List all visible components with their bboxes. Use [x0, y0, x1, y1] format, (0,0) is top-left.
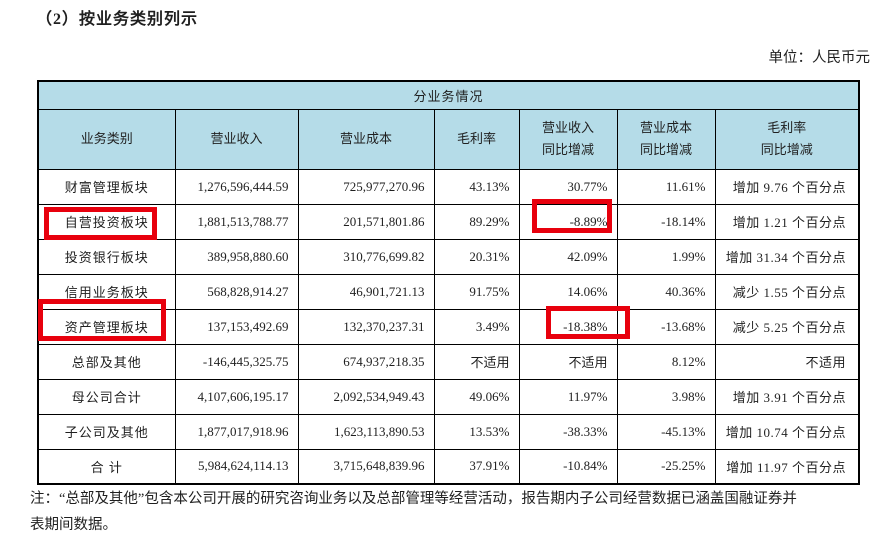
table-cell: 14.06% [518, 273, 618, 310]
table-cell: -38.33% [518, 413, 618, 450]
table-cell: -25.25% [616, 448, 716, 485]
column-header: 毛利率 同比增减 [714, 108, 860, 170]
business-segment-table: 分业务情况 业务类别 营业收入 营业成本 毛利率 营业收入 同比增减 营业成本 同比增减 毛利率… [37, 80, 861, 485]
table-row: 信用业务板块 568,828,914.27 46,901,721.13 91.75% 1… [37, 273, 860, 310]
table-cell: 91.75% [433, 273, 520, 310]
table-cell: 1,623,113,890.53 [297, 413, 435, 450]
table-cell: 3.49% [433, 308, 520, 345]
table-cell: -146,445,325.75 [174, 343, 299, 380]
footnote-line-1: 注：“总部及其他”包含本公司开展的研究咨询业务以及总部管理等经营活动，报告期内子… [30, 491, 797, 507]
table-cell: 568,828,914.27 [174, 273, 299, 310]
table-cell: 1,877,017,918.96 [174, 413, 299, 450]
table-cell: 增加 1.21 个百分点 [714, 203, 860, 240]
row-label: 财富管理板块 [37, 168, 176, 205]
table-cell: 1.99% [616, 238, 716, 275]
table-cell: 11.61% [616, 168, 716, 205]
table-cell: 增加 9.76 个百分点 [714, 168, 860, 205]
table-group-header-row: 分业务情况 [37, 80, 860, 110]
table-cell: 增加 31.34 个百分点 [714, 238, 860, 275]
table-row: 合 计 5,984,624,114.13 3,715,648,839.96 37.91… [37, 448, 860, 485]
row-label: 自营投资板块 [37, 203, 176, 240]
table-cell: 增加 11.97 个百分点 [714, 448, 860, 485]
table-cell: -13.68% [616, 308, 716, 345]
column-header: 营业成本 [297, 108, 435, 170]
unit-label: 单位：人民币元 [768, 50, 871, 66]
table-cell: 增加 3.91 个百分点 [714, 378, 860, 415]
table-cell: 725,977,270.96 [297, 168, 435, 205]
row-label: 合 计 [37, 448, 176, 485]
table-cell: 132,370,237.31 [297, 308, 435, 345]
table-row: 子公司及其他 1,877,017,918.96 1,623,113,890.53 13… [37, 413, 860, 450]
table-cell: -18.38% [518, 308, 618, 345]
table-row: 总部及其他 -146,445,325.75 674,937,218.35 不适用 不适用… [37, 343, 860, 380]
footnote: 注：“总部及其他”包含本公司开展的研究咨询业务以及总部管理等经营活动，报告期内子… [30, 486, 870, 538]
table-column-header-row: 业务类别 营业收入 营业成本 毛利率 营业收入 同比增减 营业成本 同比增减 毛利率 同比增减 [37, 108, 860, 170]
table-cell: 89.29% [433, 203, 520, 240]
row-label: 资产管理板块 [37, 308, 176, 345]
column-header: 毛利率 [433, 108, 520, 170]
table-cell: 5,984,624,114.13 [174, 448, 299, 485]
table-cell: 20.31% [433, 238, 520, 275]
row-label: 投资银行板块 [37, 238, 176, 275]
table-cell: -45.13% [616, 413, 716, 450]
column-header: 营业收入 同比增减 [518, 108, 618, 170]
table-cell: 49.06% [433, 378, 520, 415]
table-cell: 减少 5.25 个百分点 [714, 308, 860, 345]
table-cell: 3.98% [616, 378, 716, 415]
table-cell: 46,901,721.13 [297, 273, 435, 310]
table-cell: 310,776,699.82 [297, 238, 435, 275]
table-cell: 30.77% [518, 168, 618, 205]
table-cell: 42.09% [518, 238, 618, 275]
table-cell: 8.12% [616, 343, 716, 380]
table-cell: 减少 1.55 个百分点 [714, 273, 860, 310]
column-header: 营业成本 同比增减 [616, 108, 716, 170]
table-cell: -10.84% [518, 448, 618, 485]
table-row: 投资银行板块 389,958,880.60 310,776,699.82 20.31%… [37, 238, 860, 275]
table-group-header: 分业务情况 [37, 80, 860, 110]
row-label: 信用业务板块 [37, 273, 176, 310]
table-cell: 增加 10.74 个百分点 [714, 413, 860, 450]
column-header: 业务类别 [37, 108, 176, 170]
table-cell: 11.97% [518, 378, 618, 415]
table-cell: 2,092,534,949.43 [297, 378, 435, 415]
table-cell: 137,153,492.69 [174, 308, 299, 345]
table-cell: 3,715,648,839.96 [297, 448, 435, 485]
row-label: 子公司及其他 [37, 413, 176, 450]
table-row: 财富管理板块 1,276,596,444.59 725,977,270.96 43.1… [37, 168, 860, 205]
table-cell: 389,958,880.60 [174, 238, 299, 275]
table-cell: -8.89% [518, 203, 618, 240]
footnote-line-2: 表期间数据。 [30, 517, 117, 533]
table-row: 资产管理板块 137,153,492.69 132,370,237.31 3.49% -… [37, 308, 860, 345]
table-cell: 4,107,606,195.17 [174, 378, 299, 415]
table-cell: -18.14% [616, 203, 716, 240]
table-cell: 1,881,513,788.77 [174, 203, 299, 240]
business-segment-table-wrap: 分业务情况 业务类别 营业收入 营业成本 毛利率 营业收入 同比增减 营业成本 同比增减 毛利率… [37, 80, 861, 485]
table-cell: 674,937,218.35 [297, 343, 435, 380]
row-label: 总部及其他 [37, 343, 176, 380]
row-label: 母公司合计 [37, 378, 176, 415]
table-cell: 40.36% [616, 273, 716, 310]
page-title: （2）按业务类别列示 [36, 11, 199, 28]
table-cell: 1,276,596,444.59 [174, 168, 299, 205]
table-cell: 不适用 [433, 343, 520, 380]
table-cell: 37.91% [433, 448, 520, 485]
table-row: 母公司合计 4,107,606,195.17 2,092,534,949.43 49.… [37, 378, 860, 415]
table-row: 自营投资板块 1,881,513,788.77 201,571,801.86 89.2… [37, 203, 860, 240]
table-cell: 201,571,801.86 [297, 203, 435, 240]
table-cell: 不适用 [518, 343, 618, 380]
table-cell: 43.13% [433, 168, 520, 205]
column-header: 营业收入 [174, 108, 299, 170]
table-cell: 13.53% [433, 413, 520, 450]
table-cell: 不适用 [714, 343, 860, 380]
